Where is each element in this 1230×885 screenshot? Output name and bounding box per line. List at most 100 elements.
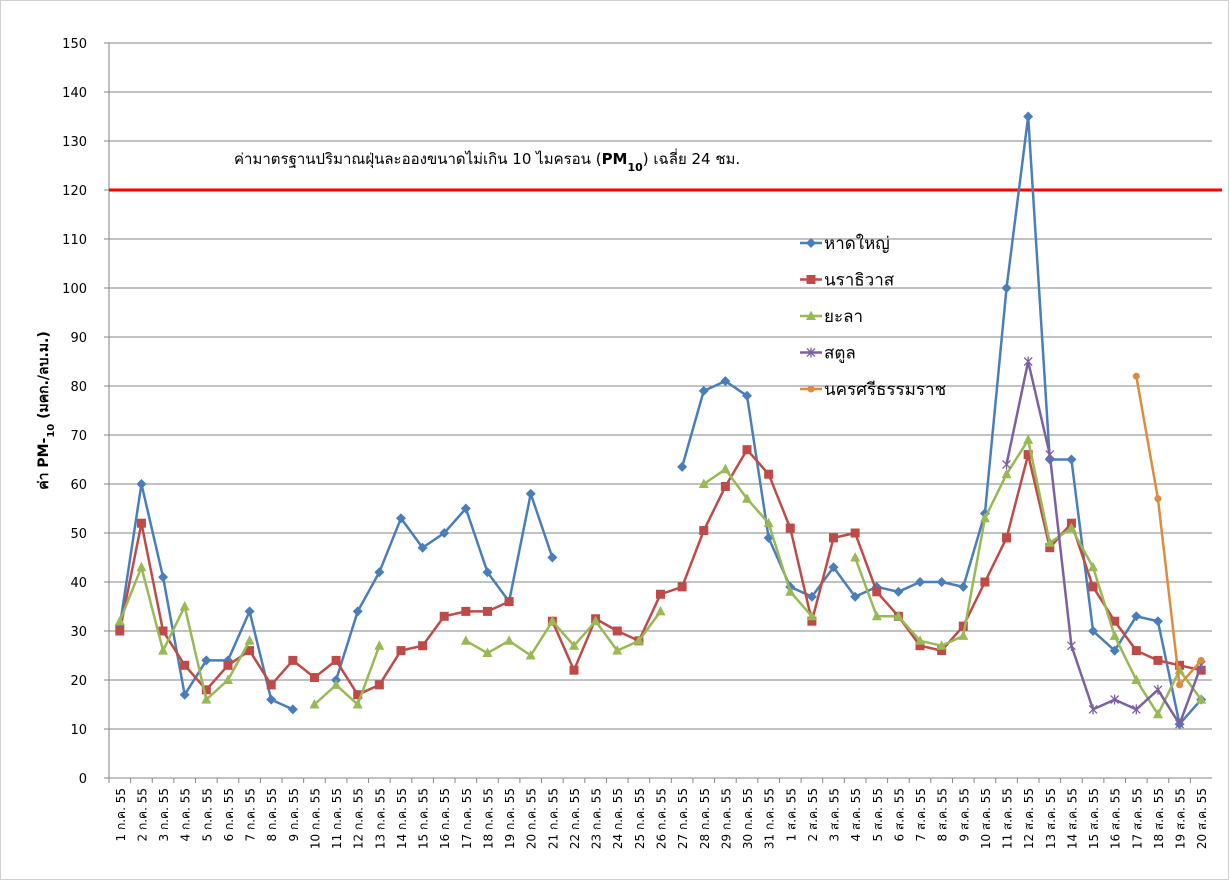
legend-marker: [807, 385, 815, 393]
legend-label: หาดใหญ่: [824, 233, 890, 254]
point: [871, 610, 882, 621]
point: [1001, 283, 1012, 293]
x-tick-label: 9 ส.ค. 55: [957, 788, 971, 842]
point: [893, 586, 904, 597]
x-tick-label: 11 ส.ค. 55: [1001, 788, 1015, 849]
point: [396, 646, 406, 656]
x-tick-label: 1 ส.ค. 55: [784, 788, 798, 842]
x-tick-label: 29 ก.ค. 55: [719, 788, 733, 849]
y-tick-label: 60: [70, 478, 87, 493]
y-tick-label: 100: [62, 282, 87, 297]
legend-label: นราธิวาส: [824, 271, 895, 291]
legend-label: สตูล: [824, 344, 856, 364]
point: [136, 518, 146, 528]
point: [1131, 611, 1142, 622]
point: [482, 567, 493, 578]
point: [1196, 694, 1207, 704]
annotation-part: ค่ามาตรฐานปริมาณฝุ่นละอองขนาดไม่เกิน 10 …: [234, 150, 602, 169]
point: [439, 528, 450, 538]
point: [936, 577, 947, 587]
point: [1153, 684, 1163, 695]
point: [806, 610, 817, 621]
point: [677, 461, 688, 472]
point: [266, 680, 276, 690]
x-tick-label: 15 ก.ค. 55: [417, 788, 431, 849]
point: [179, 689, 190, 700]
point: [1152, 708, 1163, 719]
x-tick-label: 4 ส.ค. 55: [849, 788, 863, 842]
point: [309, 673, 319, 683]
point: [785, 523, 795, 533]
y-tick-label: 70: [70, 429, 87, 444]
point: [806, 591, 817, 602]
point: [374, 680, 384, 690]
point: [1044, 537, 1055, 547]
x-tick-label: 28 ก.ค. 55: [698, 788, 712, 849]
point: [1023, 356, 1033, 367]
point: [720, 481, 730, 491]
point: [1023, 434, 1034, 444]
x-tick-label: 12 ส.ค. 55: [1022, 788, 1036, 849]
x-tick-label: 16 ส.ค. 55: [1109, 788, 1123, 849]
point: [460, 503, 471, 514]
point: [1002, 533, 1012, 543]
point: [785, 586, 796, 596]
point: [958, 630, 969, 640]
point: [136, 479, 147, 489]
point: [612, 645, 623, 655]
y-axis-label: ค่า PM-10 (มคก./ลบ.ม.): [36, 331, 57, 490]
y-axis-label-part: (มคก./ลบ.ม.): [36, 331, 52, 424]
x-tick-label: 19 ส.ค. 55: [1174, 788, 1188, 849]
y-tick-label: 110: [62, 233, 87, 248]
point: [1045, 543, 1055, 553]
x-tick-label: 17 ก.ค. 55: [460, 788, 474, 849]
x-tick-label: 11 ก.ค. 55: [330, 788, 344, 849]
point: [720, 376, 731, 387]
point: [288, 655, 298, 665]
y-tick-label: 120: [62, 184, 87, 199]
x-tick-label: 5 ส.ค. 55: [871, 788, 885, 842]
point: [222, 674, 233, 684]
x-tick-label: 23 ก.ค. 55: [590, 788, 604, 849]
point: [1153, 655, 1163, 665]
point: [460, 635, 471, 645]
point: [1045, 449, 1055, 460]
point: [569, 665, 579, 675]
x-tick-label: 13 ส.ค. 55: [1044, 788, 1058, 849]
point: [936, 640, 947, 650]
x-tick-label: 5 ก.ค. 55: [200, 788, 214, 841]
point: [698, 385, 709, 396]
point: [656, 589, 665, 599]
point: [1109, 645, 1120, 656]
x-tick-label: 22 ก.ค. 55: [568, 788, 582, 849]
annotation-part: PM: [602, 150, 628, 168]
x-tick-label: 2 ก.ค. 55: [135, 788, 149, 841]
legend-marker: [806, 238, 816, 248]
point: [1088, 582, 1098, 592]
annotation-part: 10: [627, 161, 643, 174]
point: [1109, 630, 1120, 640]
x-tick-label: 14 ส.ค. 55: [1065, 788, 1079, 849]
point: [418, 641, 428, 651]
point: [1066, 454, 1077, 465]
point: [828, 562, 839, 573]
x-tick-label: 3 ก.ค. 55: [157, 788, 171, 841]
point: [612, 626, 622, 636]
y-tick-label: 80: [70, 380, 87, 395]
point: [915, 635, 926, 645]
point: [201, 685, 211, 695]
series-markers: [1132, 372, 1205, 689]
y-tick-label: 20: [70, 674, 87, 689]
x-tick-label: 17 ส.ค. 55: [1130, 788, 1144, 849]
point: [525, 650, 536, 660]
x-tick-label: 14 ก.ค. 55: [395, 788, 409, 849]
point: [158, 572, 169, 583]
legend-label: นครศรีธรรมราช: [824, 380, 946, 400]
legend-marker: [806, 275, 816, 284]
x-tick-label: 7 ส.ค. 55: [914, 788, 928, 842]
point: [1132, 372, 1140, 380]
point: [937, 646, 947, 656]
point: [114, 615, 125, 626]
point: [1088, 626, 1099, 636]
point: [742, 493, 753, 503]
